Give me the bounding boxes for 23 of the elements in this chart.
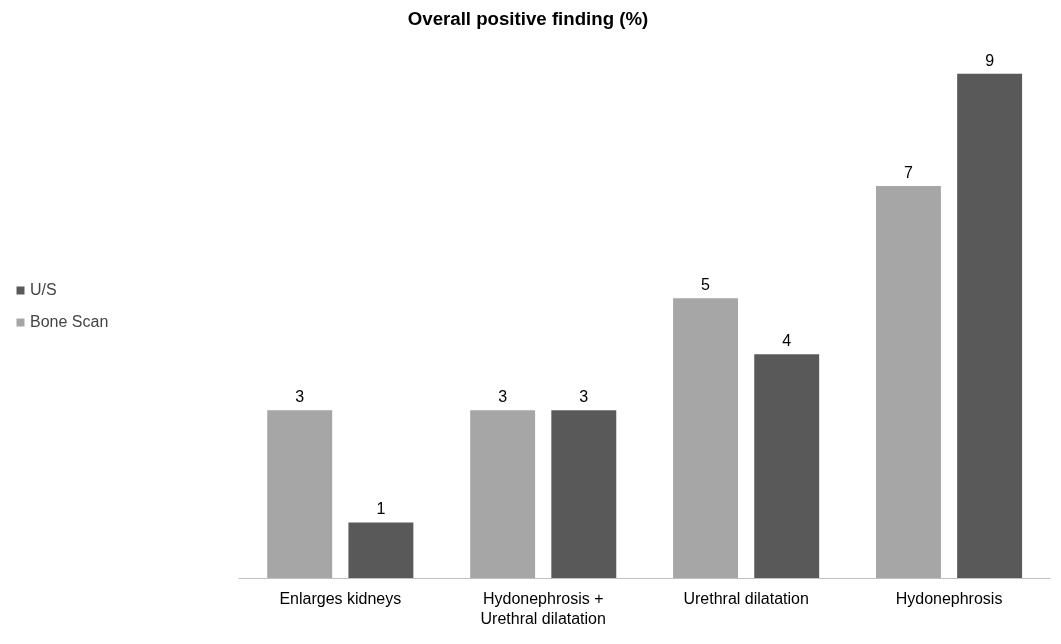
- bar: [551, 410, 617, 579]
- data-label: 4: [782, 332, 792, 350]
- x-tick-label: Hydonephrosis: [895, 589, 1003, 607]
- data-label: 5: [701, 276, 711, 294]
- legend-label: U/S: [30, 280, 57, 299]
- x-tick-label: Urethral dilatation: [683, 589, 809, 607]
- data-label: 3: [295, 388, 305, 406]
- data-label: 3: [498, 388, 508, 406]
- bar: [876, 186, 941, 579]
- bar: [470, 410, 536, 579]
- chart-title: Overall positive finding (%): [407, 7, 649, 29]
- legend-label: Bone Scan: [30, 312, 109, 331]
- bar: [267, 410, 333, 579]
- data-label: 3: [579, 388, 589, 406]
- data-label: 1: [376, 500, 386, 518]
- bar: [673, 298, 739, 579]
- data-label: 7: [904, 164, 914, 182]
- x-tick-label: Hydonephrosis + Urethral dilatation: [480, 589, 606, 627]
- x-tick-label: Enlarges kidneys: [279, 589, 402, 607]
- data-label: 9: [985, 51, 995, 69]
- bar: [348, 522, 414, 579]
- bar: [957, 73, 1023, 579]
- bar: [754, 354, 820, 579]
